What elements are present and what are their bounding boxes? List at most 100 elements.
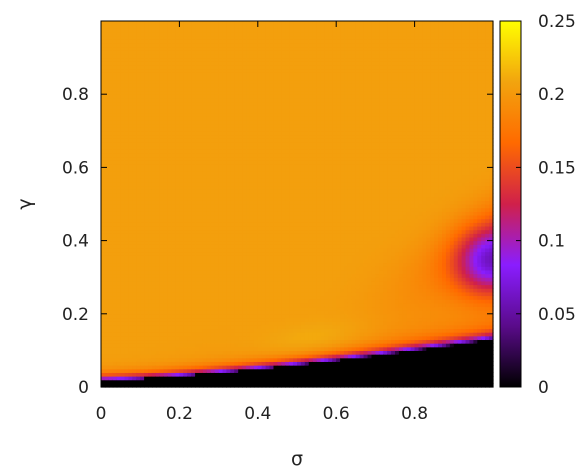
heatmap-cell	[151, 119, 157, 125]
heatmap-cell	[257, 105, 263, 110]
heatmap-cell	[273, 21, 278, 26]
heatmap-cell	[226, 335, 231, 341]
heatmap-cell	[293, 302, 298, 308]
heatmap-cell	[108, 119, 114, 125]
heatmap-cell	[265, 31, 271, 37]
heatmap-cell	[112, 75, 118, 81]
heatmap-cell	[281, 200, 286, 205]
heatmap-cell	[140, 21, 145, 26]
heatmap-cell	[159, 214, 165, 220]
heatmap-cell	[195, 28, 200, 33]
heatmap-cell	[210, 141, 216, 147]
heatmap-cell	[179, 61, 184, 66]
heatmap-cell	[155, 46, 161, 51]
heatmap-cell	[214, 189, 220, 194]
heatmap-cell	[136, 240, 141, 245]
heatmap-cell	[206, 35, 212, 40]
heatmap-cell	[281, 295, 286, 300]
heatmap-cell	[289, 357, 294, 362]
heatmap-cell	[246, 376, 251, 381]
heatmap-cell	[249, 277, 255, 282]
heatmap-cell	[112, 160, 118, 165]
heatmap-cell	[230, 218, 235, 223]
heatmap-cell	[281, 335, 286, 341]
heatmap-cell	[226, 163, 231, 168]
heatmap-cell	[163, 339, 169, 344]
heatmap-cell	[195, 229, 200, 234]
heatmap-cell	[214, 350, 220, 355]
heatmap-cell	[151, 313, 157, 319]
heatmap-cell	[285, 163, 290, 168]
heatmap-cell	[108, 83, 114, 88]
heatmap-cell	[179, 28, 184, 33]
heatmap-cell	[214, 75, 220, 81]
heatmap-cell	[148, 328, 153, 333]
heatmap-cell	[195, 61, 200, 66]
heatmap-cell	[179, 149, 184, 154]
heatmap-cell	[226, 236, 231, 242]
heatmap-cell	[214, 86, 220, 92]
heatmap-cell	[159, 266, 165, 271]
heatmap-cell	[234, 269, 239, 275]
heatmap-cell	[265, 189, 271, 194]
heatmap-cell	[265, 24, 271, 29]
heatmap-cell	[167, 185, 173, 190]
heatmap-cell	[195, 149, 200, 154]
heatmap-cell	[242, 39, 247, 44]
heatmap-cell	[210, 343, 216, 348]
heatmap-cell	[167, 193, 173, 198]
heatmap-cell	[108, 211, 114, 216]
heatmap-cell	[187, 123, 192, 128]
heatmap-cell	[171, 152, 177, 158]
heatmap-cell	[281, 310, 286, 315]
heatmap-cell	[124, 130, 130, 136]
heatmap-cell	[269, 368, 275, 373]
heatmap-cell	[214, 152, 220, 158]
heatmap-cell	[104, 365, 110, 370]
heatmap-cell	[171, 50, 177, 55]
heatmap-cell	[202, 299, 208, 304]
heatmap-cell	[218, 152, 224, 158]
heatmap-cell	[163, 149, 169, 154]
heatmap-cell	[253, 53, 259, 59]
heatmap-cell	[187, 332, 192, 337]
heatmap-cell	[128, 53, 133, 59]
heatmap-cell	[206, 39, 212, 44]
heatmap-cell	[289, 79, 294, 84]
heatmap-cell	[108, 149, 114, 154]
heatmap-cell	[242, 214, 247, 220]
heatmap-cell	[104, 350, 110, 355]
heatmap-cell	[144, 156, 149, 161]
heatmap-cell	[151, 262, 157, 267]
heatmap-cell	[171, 335, 177, 341]
heatmap-cell	[230, 306, 235, 311]
heatmap-cell	[151, 35, 157, 40]
heatmap-cell	[285, 262, 290, 267]
heatmap-cell	[128, 321, 133, 326]
heatmap-cell	[253, 123, 259, 128]
heatmap-cell	[273, 141, 278, 147]
heatmap-cell	[191, 291, 196, 297]
heatmap-cell	[128, 255, 133, 260]
heatmap-cell	[187, 251, 192, 256]
heatmap-cell	[191, 211, 196, 216]
heatmap-cell	[289, 123, 294, 128]
heatmap-cell	[167, 218, 173, 223]
heatmap-cell	[242, 236, 247, 242]
heatmap-cell	[246, 368, 251, 373]
heatmap-cell	[140, 211, 145, 216]
heatmap-cell	[273, 280, 278, 286]
heatmap-cell	[281, 94, 286, 99]
heatmap-cell	[289, 204, 294, 209]
heatmap-cell	[140, 119, 145, 125]
heatmap-cell	[226, 251, 231, 256]
heatmap-cell	[277, 79, 282, 84]
heatmap-cell	[179, 156, 184, 161]
heatmap-cell	[171, 354, 177, 359]
heatmap-cell	[293, 101, 298, 106]
heatmap-cell	[120, 379, 126, 384]
heatmap-cell	[218, 266, 224, 271]
heatmap-cell	[167, 31, 173, 37]
heatmap-cell	[175, 302, 180, 308]
heatmap-cell	[285, 269, 290, 275]
